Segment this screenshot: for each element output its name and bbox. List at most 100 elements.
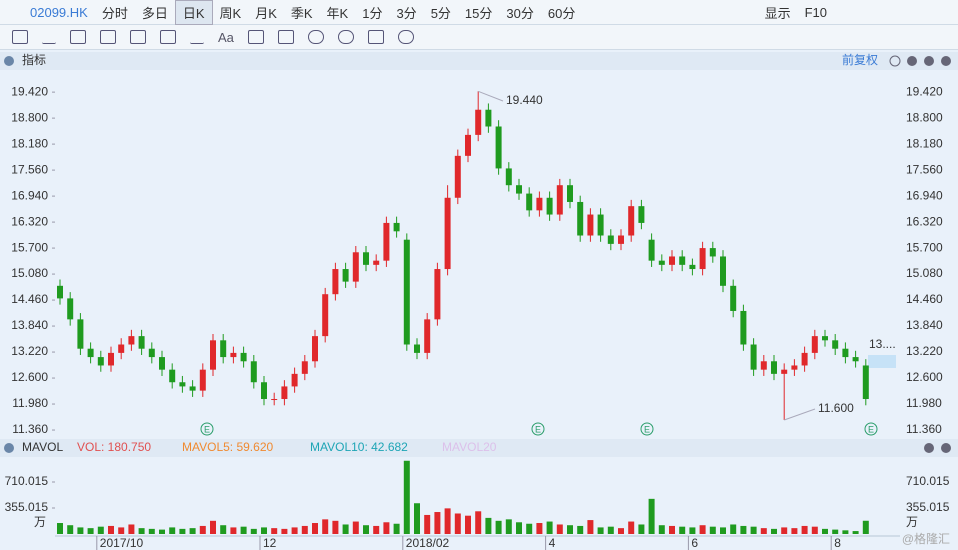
volume-bar xyxy=(67,525,74,534)
candle-body xyxy=(230,352,237,358)
y-tick-label: 13.220 xyxy=(11,344,48,358)
close-icon[interactable] xyxy=(924,443,934,453)
volume-bar xyxy=(669,525,675,534)
x-tick-label: 6 xyxy=(691,536,698,550)
candle-body xyxy=(516,185,522,194)
move-tool[interactable] xyxy=(12,30,28,44)
volume-bar xyxy=(811,526,818,534)
add-icon[interactable] xyxy=(907,56,917,66)
x-tick-label: 4 xyxy=(549,536,556,550)
candle-body xyxy=(414,344,420,353)
candle-body xyxy=(607,235,614,244)
indicator-bar xyxy=(0,52,958,70)
candle-body xyxy=(760,361,767,370)
volume-bar xyxy=(760,528,767,534)
candle-body xyxy=(67,298,74,320)
period-button[interactable]: 季K xyxy=(290,5,313,21)
volume-bar xyxy=(801,525,808,534)
trash-tool[interactable] xyxy=(367,30,384,44)
period-button[interactable]: 周K xyxy=(219,5,242,21)
display-menu[interactable]: 显示 xyxy=(764,5,791,21)
period-button[interactable]: 多日 xyxy=(141,5,168,21)
candle-body xyxy=(434,269,441,320)
volume-bar xyxy=(210,520,216,534)
volume-bar xyxy=(342,524,349,534)
font-tool[interactable]: Aa xyxy=(218,29,234,45)
symbol: 02099.HK xyxy=(30,4,88,20)
event-marker[interactable] xyxy=(864,422,878,436)
period-button[interactable]: 1分 xyxy=(362,5,383,21)
candle-body xyxy=(679,256,686,265)
period-button[interactable]: 60分 xyxy=(547,5,576,21)
y-tick-label: 13.220 xyxy=(906,344,943,358)
volume-bar xyxy=(312,523,318,534)
volume-bar xyxy=(597,527,604,534)
volume-bar xyxy=(842,530,849,534)
legend-entry: MAVOL5: 59.620 xyxy=(182,440,273,454)
candle-body xyxy=(312,336,318,362)
collapse-icon[interactable] xyxy=(4,443,14,453)
period-button[interactable]: 分时 xyxy=(101,5,128,21)
volume-bar xyxy=(699,525,706,534)
candle-body xyxy=(740,310,747,345)
period-button[interactable]: 3分 xyxy=(396,5,417,21)
period-button[interactable]: 月K xyxy=(255,5,277,21)
f10-button[interactable]: F10 xyxy=(804,4,827,20)
y-tick-label: 11.360 xyxy=(906,422,942,436)
legend-entry: MAVOL20 xyxy=(442,440,497,454)
unit-label: 万 xyxy=(906,515,918,529)
volume-bar xyxy=(240,526,247,534)
reset-icon[interactable] xyxy=(889,55,901,67)
x-tick-label: 8 xyxy=(834,536,841,550)
remove-icon[interactable] xyxy=(924,56,934,66)
y-tick-label: 17.560 xyxy=(906,162,943,176)
event-marker[interactable] xyxy=(200,422,214,436)
period-button[interactable]: 15分 xyxy=(464,5,493,21)
candle-body xyxy=(250,361,257,383)
period-button[interactable]: 5分 xyxy=(430,5,451,21)
candle-body xyxy=(862,365,869,400)
volume-bar xyxy=(444,508,451,534)
volume-bar xyxy=(148,528,155,534)
fib-tool[interactable] xyxy=(130,30,146,44)
period-button[interactable]: 30分 xyxy=(506,5,534,21)
candle-body xyxy=(210,340,216,370)
volume-bar xyxy=(495,520,502,534)
candle-body xyxy=(57,285,63,299)
candle-body xyxy=(842,348,849,358)
annotation: 11.600 xyxy=(818,401,854,415)
wave-tool[interactable] xyxy=(100,30,116,44)
volume-bar xyxy=(87,528,94,534)
volume-bar xyxy=(587,520,594,534)
arrow-tool[interactable] xyxy=(190,31,204,44)
volume-bar xyxy=(322,519,329,534)
volume-bar xyxy=(720,527,726,534)
candle-body xyxy=(118,344,125,353)
period-button[interactable]: 年K xyxy=(326,5,349,21)
candle-body xyxy=(536,197,543,211)
eye-tool[interactable] xyxy=(337,30,354,44)
settings-icon[interactable] xyxy=(941,443,951,453)
period-button[interactable]: 日K xyxy=(174,0,213,25)
event-marker[interactable] xyxy=(531,422,545,436)
pen-tool[interactable] xyxy=(277,30,294,44)
toggle-tool[interactable] xyxy=(397,30,414,44)
note-tool[interactable] xyxy=(247,30,264,44)
volume-bar xyxy=(373,525,380,534)
candle-body xyxy=(597,214,604,236)
magnet-tool[interactable] xyxy=(307,30,324,44)
line-tool[interactable] xyxy=(42,31,56,44)
event-label: E xyxy=(868,424,874,434)
y-tick-label: 11.360 xyxy=(12,422,48,436)
y-tick-label: 12.600 xyxy=(906,370,943,384)
collapse-icon[interactable] xyxy=(4,56,14,66)
rect-tool[interactable] xyxy=(70,30,86,44)
volume-bar xyxy=(189,528,196,534)
range-tool[interactable] xyxy=(160,30,176,44)
event-marker[interactable] xyxy=(640,422,654,436)
candle-body xyxy=(567,185,573,202)
volume-bar xyxy=(822,528,828,534)
settings-icon[interactable] xyxy=(941,56,951,66)
adjust-mode[interactable]: 前复权 xyxy=(842,52,878,67)
